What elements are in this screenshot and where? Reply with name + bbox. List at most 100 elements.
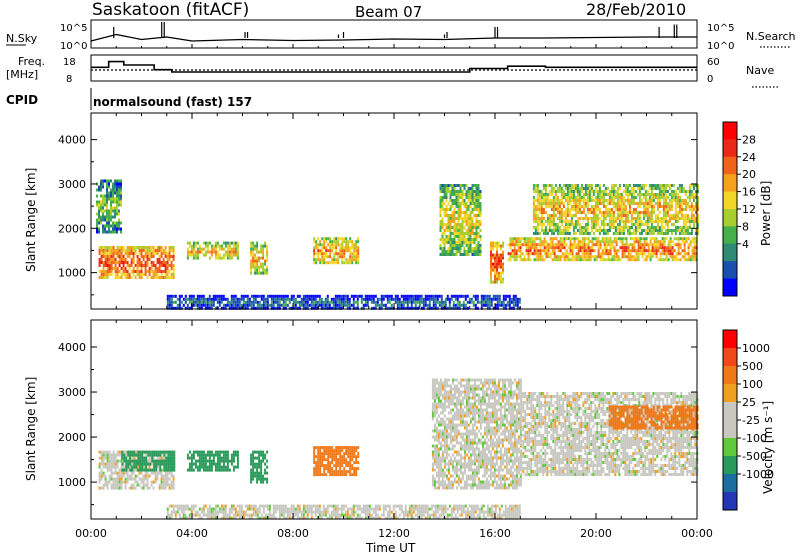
power-cell — [188, 241, 191, 245]
power-cell — [238, 306, 241, 310]
power-cell — [160, 246, 163, 249]
power-cell — [605, 246, 608, 250]
power-cell — [638, 214, 641, 217]
velocity-cell — [443, 426, 446, 430]
power-cell — [443, 229, 446, 232]
power-cell — [202, 294, 205, 298]
power-cell — [357, 237, 360, 241]
power-cell — [250, 268, 253, 272]
power-cell — [196, 294, 199, 298]
power-cell — [576, 196, 579, 199]
power-cell — [684, 199, 687, 202]
velocity-cell — [120, 471, 123, 475]
power-cell — [362, 306, 365, 310]
power-cell — [631, 246, 634, 250]
power-cell — [637, 237, 640, 241]
power-cell — [622, 199, 625, 202]
power-cell — [678, 211, 681, 214]
velocity-cell — [194, 450, 197, 454]
power-cell — [412, 297, 415, 301]
velocity-cell — [431, 417, 434, 421]
power-cell — [506, 300, 509, 304]
power-cell — [258, 268, 261, 272]
power-cell — [576, 208, 579, 211]
power-cell — [104, 200, 106, 204]
power-cell — [306, 297, 309, 301]
power-cell — [284, 300, 287, 304]
power-cell — [453, 199, 456, 202]
power-cell — [571, 252, 574, 256]
power-cell — [188, 294, 191, 298]
power-cell — [658, 193, 661, 196]
power-cell — [546, 202, 549, 205]
power-cell — [108, 179, 110, 183]
power-cell — [607, 258, 610, 262]
power-cell — [537, 255, 540, 259]
power-cell — [559, 249, 562, 253]
power-cell — [454, 297, 457, 301]
velocity-cell — [437, 432, 440, 436]
power-cell — [122, 261, 125, 264]
power-cell — [168, 258, 171, 261]
velocity-cell — [345, 473, 348, 477]
velocity-cell — [102, 462, 105, 466]
velocity-cell — [104, 456, 107, 460]
power-cell — [270, 306, 273, 310]
power-cell — [170, 246, 173, 249]
velocity-cell — [126, 468, 129, 472]
power-cell — [118, 258, 121, 261]
power-cell — [172, 267, 175, 270]
power-cell — [662, 214, 665, 217]
velocity-data — [98, 378, 699, 520]
power-cell — [318, 297, 321, 301]
velocity-cell — [129, 468, 132, 472]
power-cell — [628, 229, 631, 232]
power-cell — [98, 200, 100, 204]
power-cell — [216, 306, 219, 310]
power-cell — [102, 185, 104, 189]
power-cell — [465, 253, 468, 256]
velocity-cell — [160, 477, 163, 481]
power-cell — [104, 203, 106, 207]
power-cell — [588, 208, 591, 211]
power-cell — [609, 246, 612, 250]
power-cell — [118, 218, 120, 222]
velocity-cell — [202, 459, 205, 463]
power-cell — [451, 214, 454, 217]
power-cell — [504, 294, 507, 298]
power-cell — [618, 205, 621, 208]
cpid-label: CPID — [6, 93, 38, 107]
velocity-cell — [335, 449, 338, 453]
power-cell — [575, 258, 578, 262]
power-cell — [353, 243, 356, 247]
power-cell — [665, 237, 668, 241]
power-cell — [459, 235, 462, 238]
power-cell — [170, 306, 173, 310]
power-cell — [106, 212, 108, 216]
power-cell — [150, 249, 153, 252]
velocity-cell — [435, 411, 438, 415]
power-cell — [130, 258, 133, 261]
power-cell — [494, 259, 496, 263]
velocity-cell — [323, 464, 326, 468]
velocity-cell — [431, 465, 434, 469]
velocity-cell — [139, 462, 142, 466]
power-cell — [693, 237, 696, 241]
velocity-cell — [122, 474, 125, 478]
velocity-cell — [210, 465, 213, 469]
velocity-cell — [161, 450, 164, 454]
power-cell — [664, 193, 667, 196]
power-cell — [390, 294, 393, 298]
station-title: Saskatoon (fitACF) — [92, 0, 249, 20]
power-cell — [459, 229, 462, 232]
power-cell — [108, 264, 111, 267]
power-cell — [317, 252, 320, 256]
power-cell — [583, 249, 586, 253]
power-cell — [668, 193, 671, 196]
power-cell — [477, 250, 480, 253]
power-cell — [521, 237, 524, 241]
power-cell — [599, 255, 602, 259]
power-cell — [176, 303, 179, 307]
power-cell — [668, 205, 671, 208]
power-cell — [668, 220, 671, 223]
